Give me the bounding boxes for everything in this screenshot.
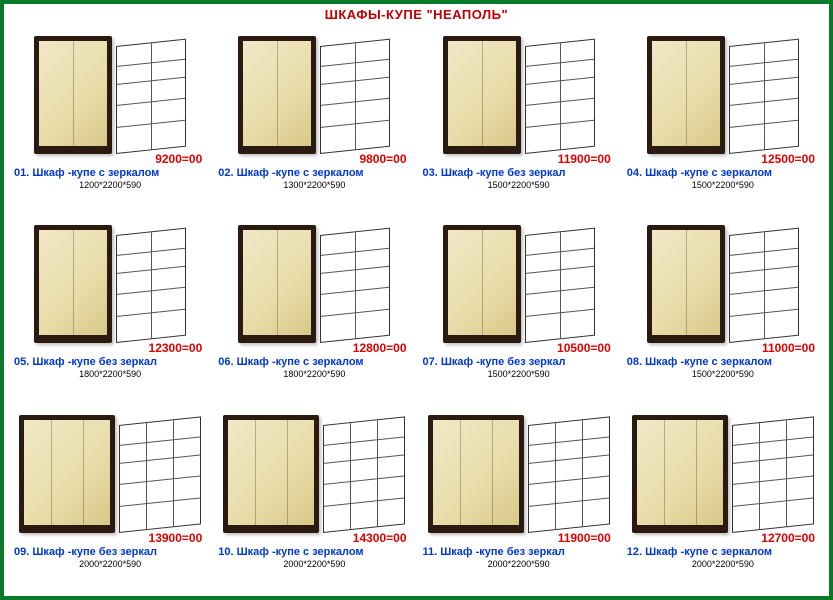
product-dimensions: 2000*2200*590	[79, 559, 141, 569]
wardrobe-wireframe	[119, 416, 201, 533]
wardrobe-render	[34, 225, 112, 343]
product-name: 07. Шкаф -купе без зеркал	[423, 356, 566, 368]
wardrobe-wireframe	[525, 39, 595, 154]
wardrobe-render	[19, 415, 115, 533]
product-price: 11000=00	[762, 341, 815, 355]
product-grid: 9200=0001. Шкаф -купе с зеркалом1200*220…	[4, 24, 829, 594]
product-card: 9800=0002. Шкаф -купе с зеркалом1300*220…	[214, 24, 414, 211]
product-price: 12700=00	[761, 531, 815, 545]
wardrobe-render	[443, 36, 521, 154]
wardrobe-render	[647, 36, 725, 154]
wardrobe-wireframe	[323, 416, 405, 533]
product-dimensions: 1200*2200*590	[79, 180, 141, 190]
catalog-title: ШКАФЫ-КУПЕ "НЕАПОЛЬ"	[4, 4, 829, 24]
wardrobe-wireframe	[528, 416, 610, 533]
product-name: 05. Шкаф -купе без зеркал	[14, 356, 157, 368]
wardrobe-wireframe	[320, 39, 390, 154]
product-card: 11900=0011. Шкаф -купе без зеркал2000*22…	[419, 403, 619, 590]
wardrobe-render	[238, 36, 316, 154]
product-dimensions: 1800*2200*590	[79, 369, 141, 379]
product-price: 12500=00	[761, 152, 815, 166]
product-card: 14300=0010. Шкаф -купе с зеркалом2000*22…	[214, 403, 414, 590]
product-price: 11900=00	[558, 531, 611, 545]
product-price: 14300=00	[353, 531, 407, 545]
wardrobe-wireframe	[116, 39, 186, 154]
product-dimensions: 1500*2200*590	[488, 180, 550, 190]
product-price: 12800=00	[353, 341, 407, 355]
product-price: 10500=00	[557, 341, 611, 355]
product-dimensions: 1300*2200*590	[283, 180, 345, 190]
wardrobe-wireframe	[729, 39, 799, 154]
product-images	[647, 24, 799, 154]
wardrobe-render	[223, 415, 319, 533]
product-dimensions: 1500*2200*590	[692, 369, 754, 379]
product-price: 13900=00	[149, 531, 203, 545]
product-images	[632, 403, 814, 533]
product-card: 12500=0004. Шкаф -купе с зеркалом1500*22…	[623, 24, 823, 211]
product-dimensions: 1500*2200*590	[692, 180, 754, 190]
wardrobe-wireframe	[729, 228, 799, 343]
product-name: 10. Шкаф -купе с зеркалом	[218, 546, 363, 558]
product-card: 13900=0009. Шкаф -купе без зеркал2000*22…	[10, 403, 210, 590]
wardrobe-wireframe	[320, 228, 390, 343]
product-dimensions: 2000*2200*590	[488, 559, 550, 569]
product-name: 01. Шкаф -купе с зеркалом	[14, 167, 159, 179]
product-card: 12800=0006. Шкаф -купе с зеркалом1800*22…	[214, 213, 414, 400]
product-images	[647, 213, 799, 343]
product-images	[443, 24, 595, 154]
wardrobe-render	[238, 225, 316, 343]
wardrobe-render	[647, 225, 725, 343]
wardrobe-wireframe	[525, 228, 595, 343]
product-card: 9200=0001. Шкаф -купе с зеркалом1200*220…	[10, 24, 210, 211]
product-dimensions: 2000*2200*590	[692, 559, 754, 569]
product-images	[428, 403, 610, 533]
wardrobe-render	[34, 36, 112, 154]
product-card: 10500=0007. Шкаф -купе без зеркал1500*22…	[419, 213, 619, 400]
wardrobe-render	[428, 415, 524, 533]
product-price: 12300=00	[149, 341, 203, 355]
product-name: 08. Шкаф -купе с зеркалом	[627, 356, 772, 368]
product-card: 11000=0008. Шкаф -купе с зеркалом1500*22…	[623, 213, 823, 400]
product-card: 12700=0012. Шкаф -купе с зеркалом2000*22…	[623, 403, 823, 590]
product-images	[19, 403, 201, 533]
product-name: 02. Шкаф -купе с зеркалом	[218, 167, 363, 179]
product-dimensions: 1500*2200*590	[488, 369, 550, 379]
wardrobe-wireframe	[732, 416, 814, 533]
product-card: 11900=0003. Шкаф -купе без зеркал1500*22…	[419, 24, 619, 211]
product-name: 04. Шкаф -купе с зеркалом	[627, 167, 772, 179]
product-dimensions: 1800*2200*590	[283, 369, 345, 379]
product-card: 12300=0005. Шкаф -купе без зеркал1800*22…	[10, 213, 210, 400]
product-name: 12. Шкаф -купе с зеркалом	[627, 546, 772, 558]
product-price: 9800=00	[359, 152, 406, 166]
product-price: 11900=00	[558, 152, 611, 166]
wardrobe-wireframe	[116, 228, 186, 343]
product-images	[34, 24, 186, 154]
product-price: 9200=00	[155, 152, 202, 166]
product-images	[238, 24, 390, 154]
wardrobe-render	[443, 225, 521, 343]
product-name: 03. Шкаф -купе без зеркал	[423, 167, 566, 179]
product-images	[443, 213, 595, 343]
product-name: 09. Шкаф -купе без зеркал	[14, 546, 157, 558]
product-images	[34, 213, 186, 343]
product-name: 06. Шкаф -купе с зеркалом	[218, 356, 363, 368]
product-dimensions: 2000*2200*590	[283, 559, 345, 569]
product-name: 11. Шкаф -купе без зеркал	[423, 546, 565, 558]
product-images	[238, 213, 390, 343]
product-images	[223, 403, 405, 533]
wardrobe-render	[632, 415, 728, 533]
